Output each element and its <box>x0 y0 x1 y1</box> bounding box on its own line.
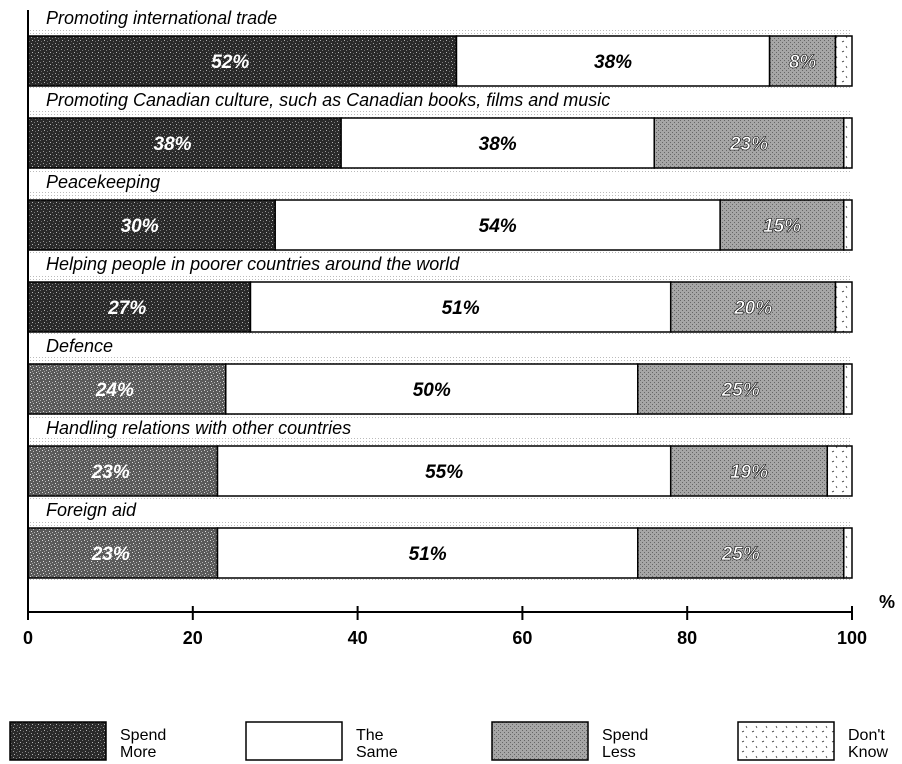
row-separator-band <box>28 332 852 336</box>
legend-label-spend-more: More <box>120 744 157 761</box>
bar-segment-the-same <box>225 363 639 415</box>
x-tick-label: 20 <box>183 628 203 648</box>
bar-segment-dont-know <box>843 199 853 251</box>
row-separator-band <box>28 496 852 500</box>
x-ticks: 0 20 40 60 80 100 <box>23 606 867 648</box>
data-label-spend-more: 27% <box>107 298 146 319</box>
legend-label-dont-know: Know <box>848 744 888 761</box>
data-label-spend-more: 24% <box>95 380 134 401</box>
data-label-the-same: 51% <box>409 544 447 565</box>
data-label-spend-more: 30% <box>121 216 159 237</box>
row-separator-band <box>28 28 852 36</box>
data-label-spend-less: 15% <box>763 216 801 237</box>
legend-label-spend-less: Less <box>602 744 636 761</box>
bar-segment-the-same <box>216 445 672 497</box>
row-separator-band <box>28 250 852 254</box>
bar-segment-spend-more <box>27 117 342 169</box>
legend-label-the-same: The <box>356 727 384 744</box>
legend-label-spend-more: Spend <box>120 727 166 744</box>
data-label-spend-less: 23% <box>729 134 768 155</box>
row-separator-band <box>28 168 852 172</box>
data-label-spend-less: 19% <box>730 462 768 483</box>
row-separator-band <box>28 578 852 582</box>
bar-segment-spend-less <box>719 199 845 251</box>
bar-segment-dont-know <box>826 445 853 497</box>
legend-swatch-dont-know <box>737 721 835 761</box>
data-label-spend-less: 8% <box>789 52 817 73</box>
bar-segment-the-same <box>216 527 639 579</box>
category-label: Handling relations with other countries <box>46 418 351 438</box>
data-label-spend-more: 23% <box>91 544 130 565</box>
legend-swatch-spend-less <box>491 721 589 761</box>
x-axis <box>27 10 852 613</box>
x-tick-label: 80 <box>677 628 697 648</box>
bar-segment-spend-more <box>27 35 458 87</box>
bar-segment-spend-more <box>27 281 252 333</box>
bar-segment-the-same <box>249 281 672 333</box>
row-separator-band <box>28 86 852 90</box>
axis-unit-label: % <box>879 592 895 612</box>
category-label: Peacekeeping <box>46 172 160 192</box>
bar-segment-spend-less <box>669 281 837 333</box>
data-label-spend-less: 20% <box>733 298 772 319</box>
bar-segment-dont-know <box>843 363 853 415</box>
data-label-spend-more: 52% <box>211 52 249 73</box>
row-separator-band <box>28 110 852 118</box>
x-tick-label: 100 <box>837 628 867 648</box>
data-label-the-same: 38% <box>479 134 517 155</box>
row-separator-band <box>28 192 852 200</box>
row-separator-band <box>28 274 852 282</box>
bars-layer: Promoting international trade 52% 38% 8% Pro… <box>27 8 853 582</box>
data-label-the-same: 54% <box>479 216 517 237</box>
legend-swatch-the-same <box>245 721 343 761</box>
row-separator-band <box>28 438 852 446</box>
bar-segment-spend-less <box>653 117 845 169</box>
bar-segment-dont-know <box>843 117 853 169</box>
data-label-the-same: 50% <box>413 380 451 401</box>
row-separator-band <box>28 414 852 418</box>
data-label-the-same: 38% <box>594 52 632 73</box>
legend-swatch-spend-more <box>9 721 107 761</box>
data-label-the-same: 51% <box>442 298 480 319</box>
bar-segment-the-same <box>455 35 771 87</box>
data-label-spend-less: 25% <box>721 544 760 565</box>
bar-segment-spend-less <box>637 527 845 579</box>
row-separator-band <box>28 520 852 528</box>
legend-label-spend-less: Spend <box>602 727 648 744</box>
data-label-the-same: 55% <box>425 462 463 483</box>
bar-segment-dont-know <box>834 35 853 87</box>
bar-segment-dont-know <box>843 527 853 579</box>
category-label: Promoting Canadian culture, such as Cana… <box>46 90 610 110</box>
bar-segment-spend-more <box>27 363 227 415</box>
x-tick-label: 60 <box>512 628 532 648</box>
bar-segment-spend-less <box>669 445 829 497</box>
category-label: Helping people in poorer countries aroun… <box>46 254 460 274</box>
data-label-spend-less: 25% <box>721 380 760 401</box>
x-tick-label: 40 <box>348 628 368 648</box>
category-label: Foreign aid <box>46 500 137 520</box>
legend-label-dont-know: Don't <box>848 727 885 744</box>
legend-label-the-same: Same <box>356 744 398 761</box>
bar-segment-spend-less <box>637 363 845 415</box>
data-label-spend-more: 23% <box>91 462 130 483</box>
bar-segment-dont-know <box>834 281 853 333</box>
category-label: Defence <box>46 336 113 356</box>
data-label-spend-more: 38% <box>154 134 192 155</box>
row-separator-band <box>28 356 852 364</box>
x-tick-label: 0 <box>23 628 33 648</box>
category-label: Promoting international trade <box>46 8 277 28</box>
